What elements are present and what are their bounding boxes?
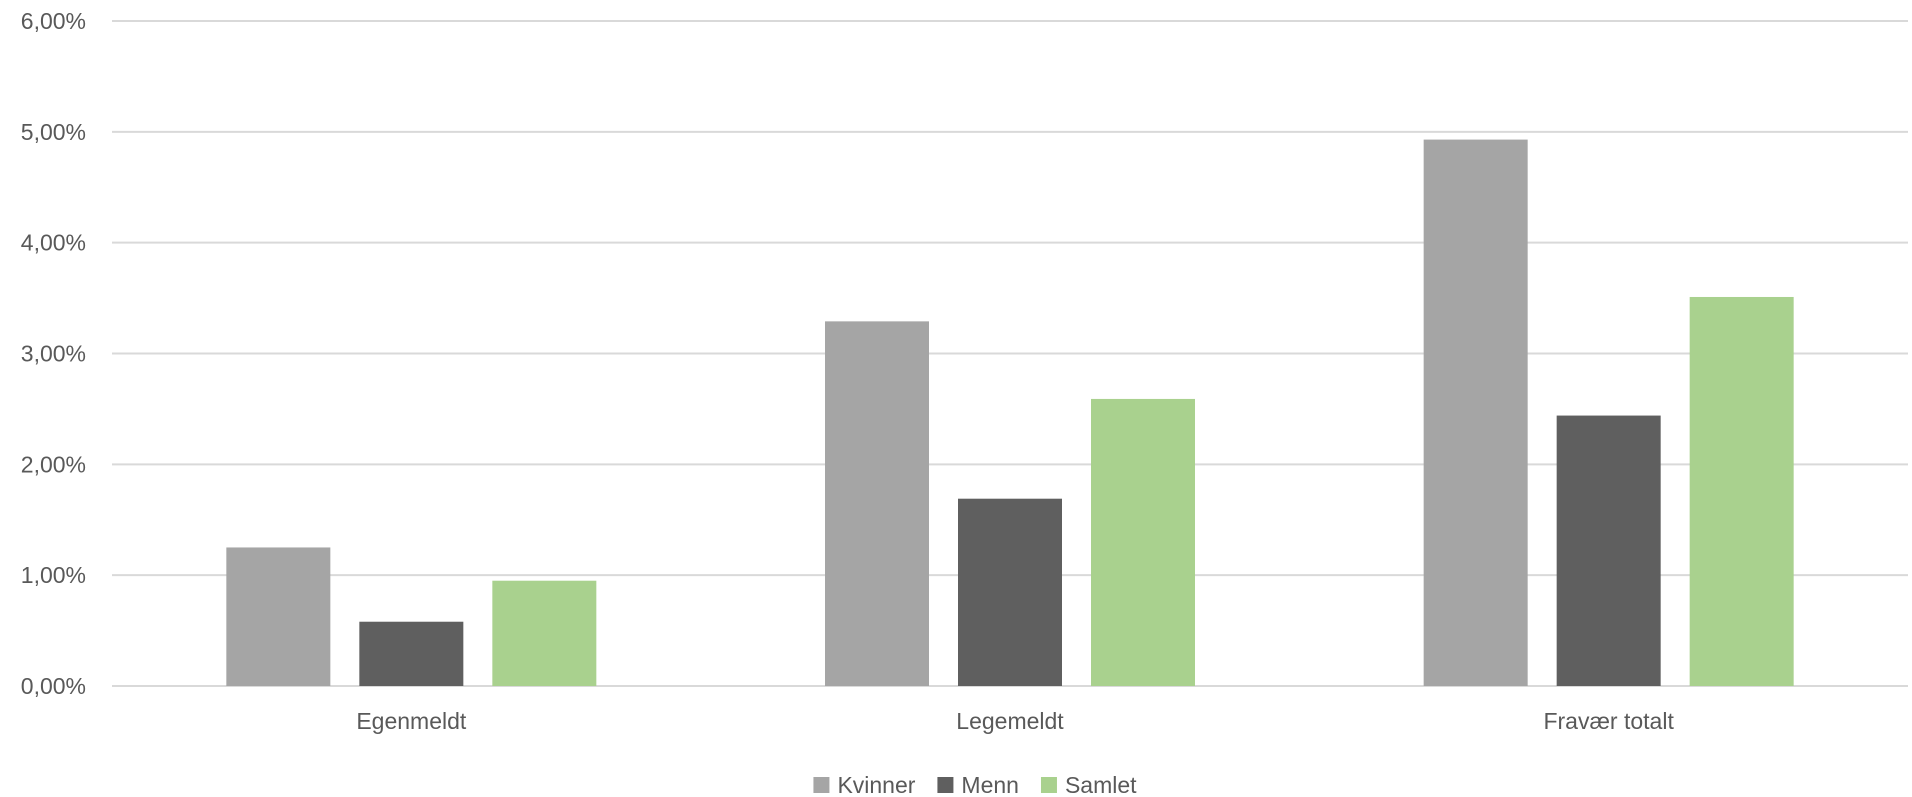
y-tick-label: 0,00% [21,673,86,699]
legend: Kvinner Menn Samlet [813,772,1137,797]
bar-samlet-2 [1689,296,1794,686]
x-category-label: Egenmeldt [356,708,467,734]
legend-swatch-samlet [1040,777,1057,793]
x-axis-categories: Egenmeldt Legemeldt Fravær totalt [356,708,1674,734]
y-tick-label: 4,00% [21,230,86,256]
bar-samlet-1 [1091,398,1195,686]
gridlines [112,20,1908,687]
legend-label: Samlet [1065,772,1137,797]
legend-label: Menn [961,772,1019,797]
y-tick-label: 6,00% [21,8,86,34]
bar-menn-1 [958,498,1062,686]
y-tick-label: 3,00% [21,341,86,367]
bar-menn-0 [359,621,464,686]
y-tick-label: 2,00% [21,451,86,477]
legend-label: Kvinner [837,772,915,797]
y-axis-ticks: 0,00% 1,00% 2,00% 3,00% 4,00% 5,00% 6,00% [21,8,86,699]
y-tick-label: 5,00% [21,119,86,145]
bars [226,139,1794,686]
x-category-label: Fravær totalt [1543,708,1674,734]
y-tick-label: 1,00% [21,562,86,588]
x-category-label: Legemeldt [956,708,1064,734]
legend-swatch-menn [937,777,954,793]
legend-swatch-kvinner [813,777,830,793]
bar-kvinner-0 [226,547,331,686]
bar-samlet-0 [492,580,597,686]
bar-kvinner-2 [1423,139,1528,686]
bar-kvinner-1 [825,321,929,686]
bar-menn-2 [1556,415,1661,686]
